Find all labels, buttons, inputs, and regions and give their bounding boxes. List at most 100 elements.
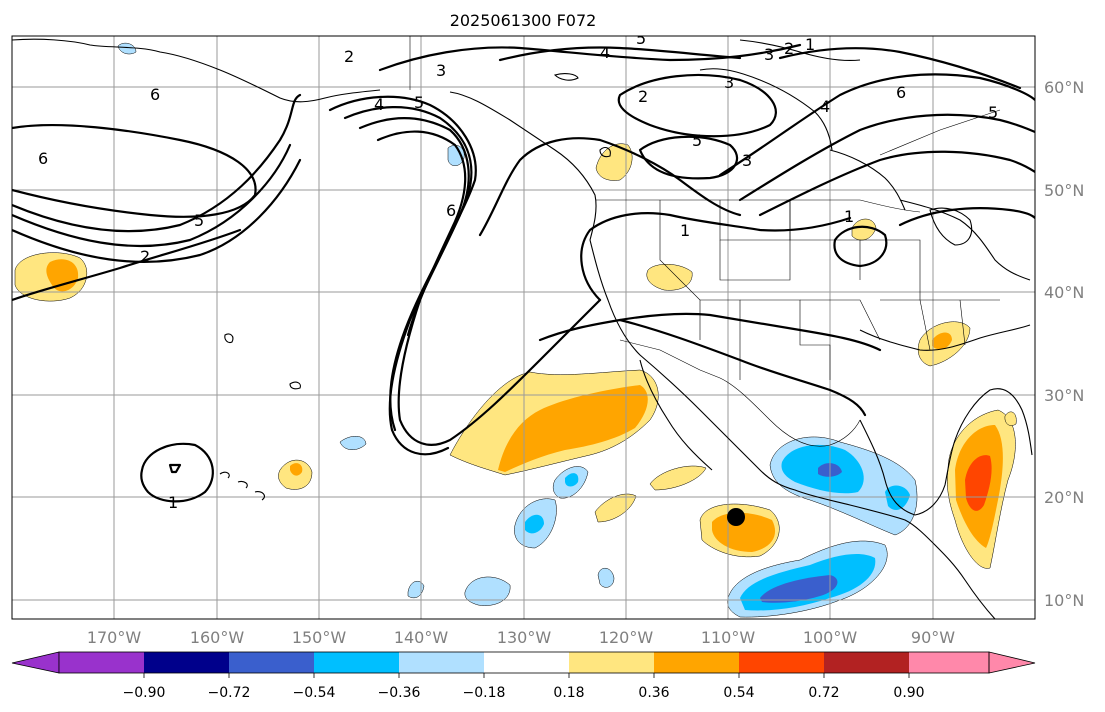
colorbar-bin: [484, 652, 569, 673]
colorbar-tick-label: 0.36: [638, 685, 669, 701]
contour-label: 2: [784, 39, 794, 58]
lon-label: 140°W: [394, 628, 449, 647]
contour-northeast-3: [758, 150, 1035, 217]
contour-north-2: [12, 143, 292, 248]
lon-label: 150°W: [292, 628, 347, 647]
contour-closed-hawaii: [140, 442, 214, 503]
contour-label: 1: [680, 221, 690, 240]
shade-florida-yellow: [1004, 411, 1017, 426]
contour-label: 5: [988, 103, 998, 122]
contour-label: 6: [896, 83, 906, 102]
political-borders: [409, 36, 1001, 447]
colorbar-frame: [58, 651, 990, 674]
figure-title: 2025061300 F072: [450, 11, 597, 30]
lon-label: 130°W: [497, 628, 552, 647]
shade-baja-offshore-core: [498, 385, 648, 472]
shade-blue-135w: [339, 436, 367, 450]
shade-aleutian-blue: [117, 42, 137, 55]
contour-label: 2: [140, 247, 150, 266]
contour-label: 4: [600, 43, 610, 62]
contour-north-arc-1: [378, 43, 802, 72]
colorbar-tick-label: 0.90: [893, 685, 924, 701]
colorbar-extend-max: [988, 651, 1036, 674]
contour-label: 2: [344, 47, 354, 66]
contour-northeast-5: [778, 47, 1022, 90]
contour-label: 3: [724, 73, 734, 92]
lon-label: 170°W: [87, 628, 142, 647]
contour-label: 1: [844, 207, 854, 226]
colorbar-bin: [654, 652, 739, 673]
coastlines: [12, 38, 1033, 619]
colorbar-extend-min: [11, 651, 60, 674]
lat-label: 50°N: [1044, 181, 1084, 200]
lon-label: 160°W: [190, 628, 245, 647]
shade-bc-yellow: [595, 143, 633, 181]
contour-north-3: [12, 158, 302, 263]
shade-blue-140w: [407, 580, 425, 599]
contour-west-closed-6: [12, 124, 257, 218]
lon-label: 110°W: [701, 628, 756, 647]
colorbar-bin: [824, 652, 909, 673]
colorbar-bin: [739, 652, 824, 673]
colorbar-tick-label: −0.54: [293, 685, 336, 701]
shade-southeast-orange: [932, 332, 952, 350]
contour-label: 3: [764, 45, 774, 64]
contour-label: 6: [38, 149, 48, 168]
contour-northeast-2: [738, 113, 1035, 202]
contour-label: 5: [194, 211, 204, 230]
shade-blue-pacific-1-core: [525, 514, 544, 534]
colorbar-bin: [569, 652, 654, 673]
contour-label: 6: [446, 201, 456, 220]
contour-labels: 2 3 4 5 4 2 3 3 2 1 5 3 4 6 5 1 6 6 5 2 …: [38, 29, 998, 512]
lat-label: 10°N: [1044, 591, 1084, 610]
contour-trough-1: [328, 95, 602, 446]
storm-center-marker: [727, 508, 745, 526]
lat-label: 30°N: [1044, 386, 1084, 405]
contour-label: 4: [374, 95, 384, 114]
contour-south-mexico: [618, 318, 867, 417]
contour-label: 1: [805, 35, 815, 54]
shade-blue-120w: [597, 568, 615, 588]
contour-northeast-4: [898, 207, 1035, 227]
colorbar-tick-label: −0.90: [123, 685, 166, 701]
contour-northeast-1: [718, 73, 1035, 177]
shade-central-america-pacific-core: [760, 575, 838, 603]
colorbar-bin: [144, 652, 229, 673]
contour-southwest-1: [538, 312, 882, 352]
contour-closed-plains: [833, 225, 888, 268]
contour-label: 3: [742, 151, 752, 170]
contour-label: 2: [638, 87, 648, 106]
map-frame: [11, 35, 1036, 620]
colorbar: −0.90 −0.72 −0.54 −0.36 −0.18 0.18 0.36 …: [11, 651, 1036, 701]
colorbar-tick-label: 0.18: [553, 685, 584, 701]
contour-label: 6: [150, 85, 160, 104]
lon-label: 120°W: [599, 628, 654, 647]
colorbar-tick-label: 0.72: [808, 685, 839, 701]
shade-nevada-yellow: [646, 264, 693, 291]
contour-north-4: [12, 228, 242, 302]
contour-top-closed-3: [617, 73, 777, 138]
colorbar-bin: [314, 652, 399, 673]
shaded-regions: [14, 42, 1017, 618]
contour-label: 4: [820, 97, 830, 116]
colorbar-tick-label: −0.72: [208, 685, 251, 701]
shade-plains-yellow: [851, 218, 877, 241]
contour-trough-3: [358, 117, 470, 432]
contour-label: 5: [414, 93, 424, 112]
lon-label: 90°W: [911, 628, 955, 647]
contour-ridge-east-2: [580, 212, 852, 302]
contour-label: 5: [636, 29, 646, 48]
shade-blue-pacific-2-core: [565, 473, 579, 487]
shade-hawaii-small-core: [290, 463, 303, 476]
contour-ridge-east: [478, 137, 742, 237]
shade-mexico-pacific-mid2: [885, 485, 910, 511]
contour-label: 3: [436, 61, 446, 80]
colorbar-tick-label: 0.54: [723, 685, 754, 701]
lon-label: 100°W: [803, 628, 858, 647]
contour-label: 5: [692, 131, 702, 150]
contour-label: 1: [168, 493, 178, 512]
longitude-labels: 170°W 160°W 150°W 140°W 130°W 120°W 110°…: [87, 628, 955, 647]
contour-north-arc-2: [498, 46, 742, 62]
contour-outer-north: [12, 93, 302, 233]
